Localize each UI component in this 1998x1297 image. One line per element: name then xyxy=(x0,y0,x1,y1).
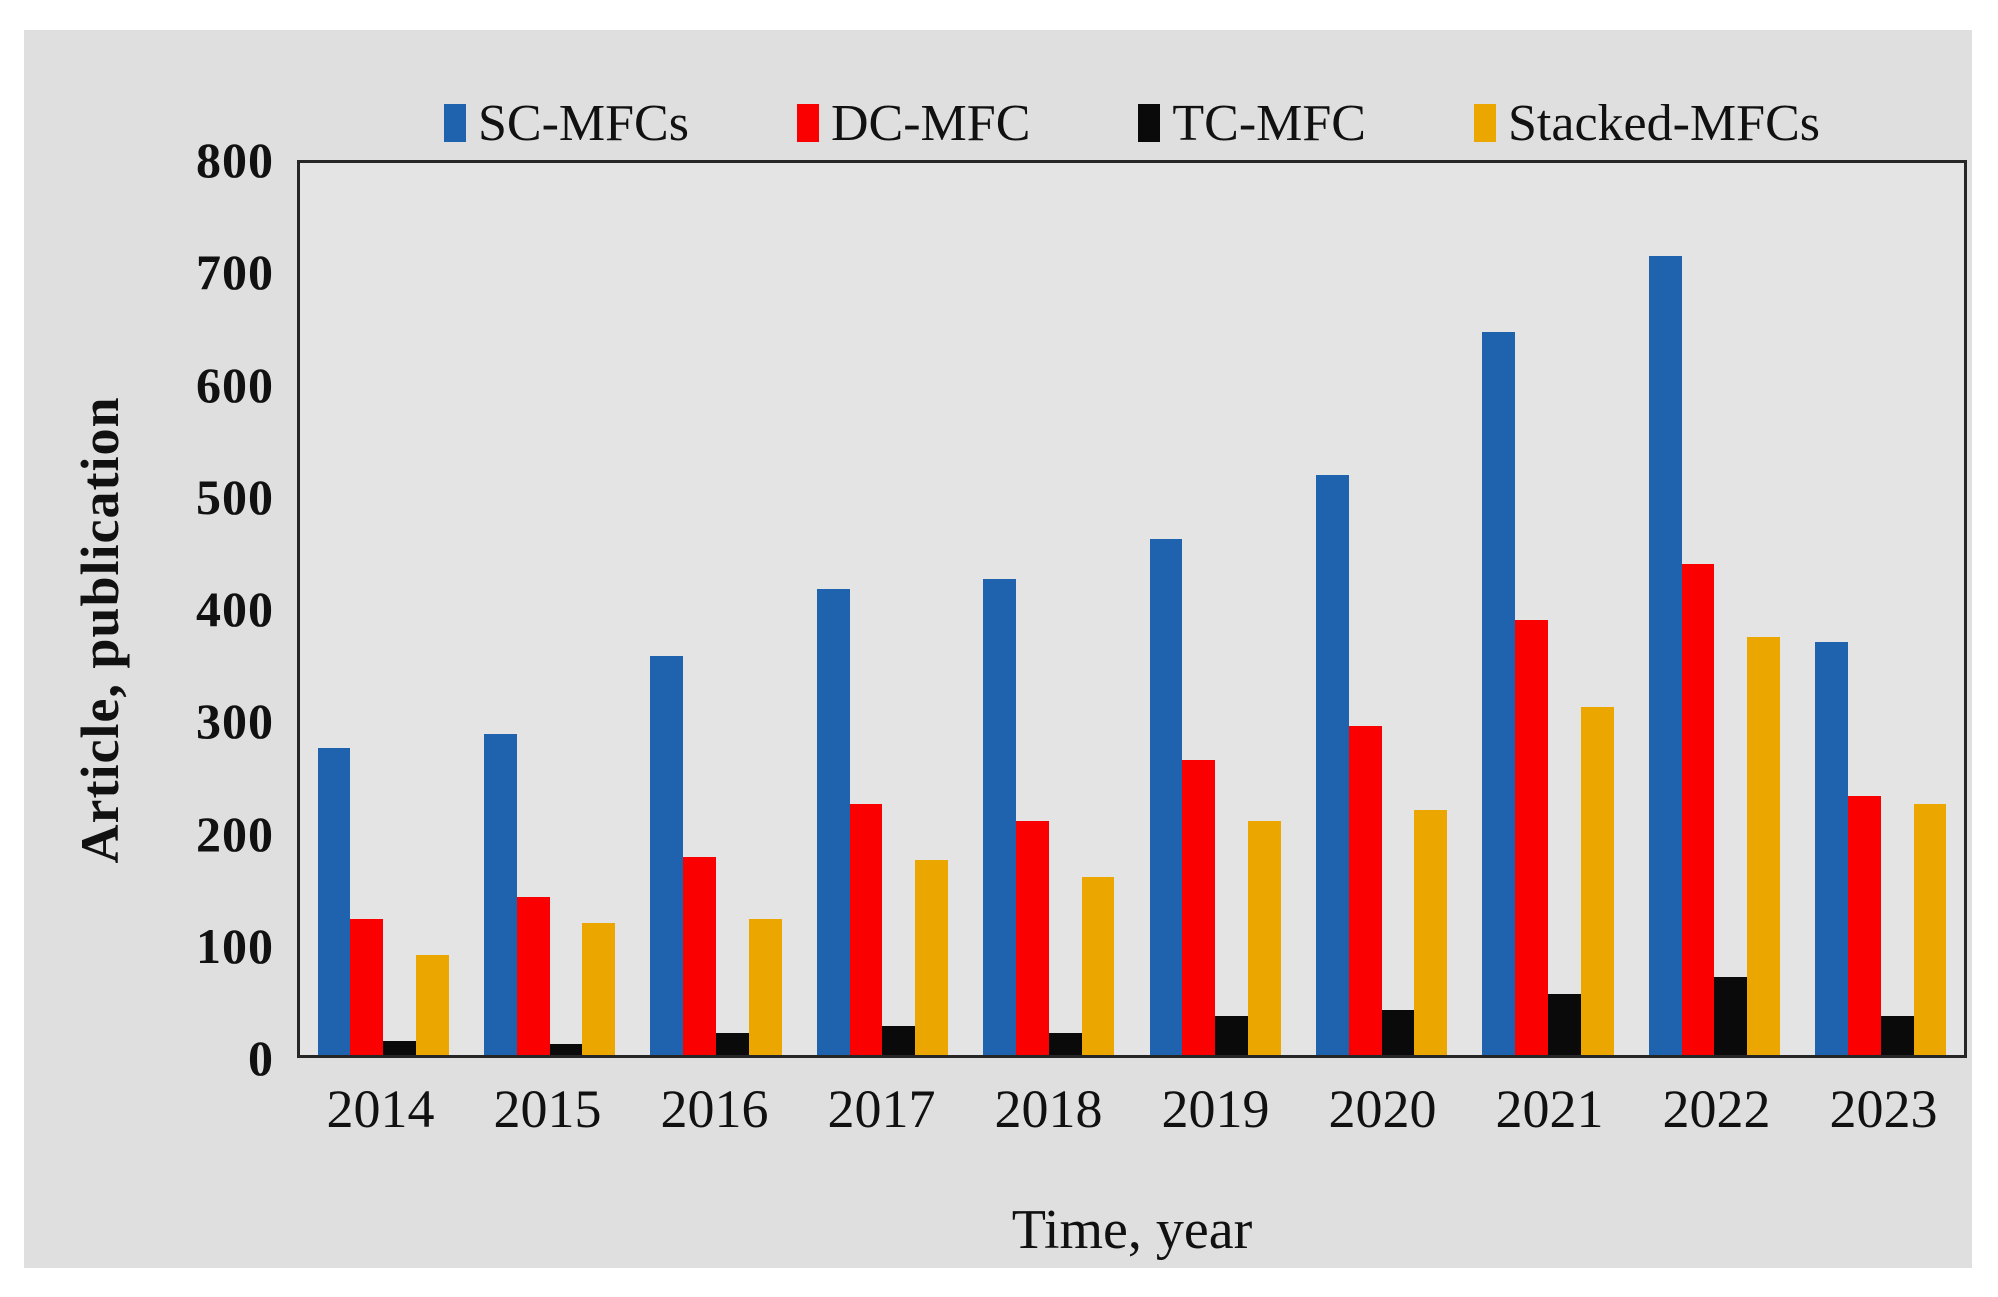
y-tick-100: 100 xyxy=(196,917,274,974)
bar-group-2017 xyxy=(799,163,965,1055)
legend-item-tc-mfc: TC-MFC xyxy=(1138,94,1366,153)
bar-tc-mfc-2014 xyxy=(383,1040,416,1055)
bar-sc-mfcs-2019 xyxy=(1149,538,1183,1055)
bar-sc-mfcs-2021 xyxy=(1482,332,1516,1055)
bar-sc-mfcs-2014 xyxy=(317,748,351,1055)
plot-area xyxy=(297,160,1967,1058)
bar-dc-mfc-2023 xyxy=(1848,796,1881,1055)
bar-group-2019 xyxy=(1132,163,1298,1055)
legend-label: DC-MFC xyxy=(830,94,1031,152)
bar-group-2016 xyxy=(633,163,799,1055)
bar-group-2018 xyxy=(966,163,1132,1055)
chart-panel: SC-MFCs DC-MFC TC-MFC Stacked-MFCs Article,… xyxy=(24,30,1972,1268)
x-axis-title: Time, year xyxy=(1011,1199,1253,1261)
legend-swatch-icon xyxy=(443,104,466,142)
bar-dc-mfc-2021 xyxy=(1515,620,1549,1055)
bar-tc-mfc-2021 xyxy=(1548,993,1581,1055)
legend-swatch-icon xyxy=(796,104,819,142)
y-tick-300: 300 xyxy=(196,693,274,750)
bar-stacked-mfcs-2014 xyxy=(415,954,449,1055)
bar-dc-mfc-2014 xyxy=(350,918,384,1055)
bar-dc-mfc-2019 xyxy=(1182,759,1216,1055)
x-tick-2021: 2021 xyxy=(1495,1079,1604,1139)
y-tick-400: 400 xyxy=(196,581,274,637)
x-tick-2016: 2016 xyxy=(660,1079,769,1139)
x-tick-2023: 2023 xyxy=(1829,1079,1938,1139)
y-tick-0: 0 xyxy=(248,1030,274,1086)
bar-group-2022 xyxy=(1631,163,1797,1055)
bar-sc-mfcs-2018 xyxy=(983,578,1017,1055)
y-tick-700: 700 xyxy=(196,244,274,301)
legend: SC-MFCs DC-MFC TC-MFC Stacked-MFCs xyxy=(297,88,1967,158)
x-tick-2019: 2019 xyxy=(1161,1079,1270,1139)
bar-dc-mfc-2016 xyxy=(683,856,717,1055)
bar-tc-mfc-2019 xyxy=(1215,1015,1249,1055)
bar-group-2020 xyxy=(1298,163,1464,1055)
bar-group-2021 xyxy=(1465,163,1631,1055)
y-tick-200: 200 xyxy=(196,805,274,862)
y-tick-800: 800 xyxy=(196,132,274,188)
y-tick-500: 500 xyxy=(196,468,274,525)
y-axis-ticks: 0 100 200 300 400 500 600 700 800 xyxy=(84,132,274,1086)
legend-label: Stacked-MFCs xyxy=(1508,94,1820,152)
bar-stacked-mfcs-2022 xyxy=(1747,636,1781,1055)
legend-swatch-icon xyxy=(1474,104,1496,142)
bar-stacked-mfcs-2021 xyxy=(1580,707,1614,1055)
bar-stacked-mfcs-2015 xyxy=(582,923,616,1055)
legend-item-stacked-mfcs: Stacked-MFCs xyxy=(1474,94,1820,153)
x-tick-2015: 2015 xyxy=(493,1079,602,1139)
bar-sc-mfcs-2020 xyxy=(1316,475,1349,1055)
x-tick-2014: 2014 xyxy=(326,1079,435,1139)
legend-swatch-icon xyxy=(1138,104,1161,142)
bar-stacked-mfcs-2023 xyxy=(1913,804,1947,1055)
bar-tc-mfc-2018 xyxy=(1048,1032,1082,1055)
legend-item-dc-mfc: DC-MFC xyxy=(796,94,1031,153)
bar-group-2014 xyxy=(300,163,466,1055)
legend-item-sc-mfcs: SC-MFCs xyxy=(443,94,689,153)
bar-tc-mfc-2015 xyxy=(549,1043,583,1055)
x-axis-ticks: 2014 2015 2016 2017 2018 2019 2020 2021 2022 2023 xyxy=(297,1078,1967,1140)
bar-group-2015 xyxy=(466,163,632,1055)
bar-tc-mfc-2016 xyxy=(716,1032,749,1055)
bar-dc-mfc-2022 xyxy=(1681,564,1715,1055)
bar-stacked-mfcs-2017 xyxy=(915,859,948,1055)
x-tick-2017: 2017 xyxy=(827,1079,936,1139)
bar-tc-mfc-2017 xyxy=(882,1026,916,1055)
bar-dc-mfc-2017 xyxy=(849,804,883,1055)
bar-dc-mfc-2015 xyxy=(516,896,550,1055)
bar-dc-mfc-2018 xyxy=(1016,820,1049,1055)
bar-dc-mfc-2020 xyxy=(1348,726,1382,1055)
bar-stacked-mfcs-2019 xyxy=(1248,820,1281,1055)
bar-tc-mfc-2020 xyxy=(1381,1010,1415,1055)
y-tick-600: 600 xyxy=(196,356,274,413)
bar-sc-mfcs-2022 xyxy=(1648,255,1682,1055)
bar-stacked-mfcs-2018 xyxy=(1081,876,1115,1055)
bar-sc-mfcs-2017 xyxy=(816,588,850,1055)
x-tick-2022: 2022 xyxy=(1662,1079,1771,1139)
x-tick-2020: 2020 xyxy=(1328,1079,1437,1139)
legend-label: SC-MFCs xyxy=(477,94,689,152)
bar-group-2023 xyxy=(1798,163,1964,1055)
bar-tc-mfc-2023 xyxy=(1880,1015,1914,1055)
bar-sc-mfcs-2016 xyxy=(650,655,684,1055)
bar-sc-mfcs-2015 xyxy=(484,733,517,1055)
bar-stacked-mfcs-2016 xyxy=(748,918,782,1055)
bar-tc-mfc-2022 xyxy=(1714,976,1748,1055)
legend-label: TC-MFC xyxy=(1172,94,1366,152)
bar-sc-mfcs-2023 xyxy=(1815,642,1849,1055)
bar-stacked-mfcs-2020 xyxy=(1414,809,1448,1055)
x-tick-2018: 2018 xyxy=(994,1079,1103,1139)
